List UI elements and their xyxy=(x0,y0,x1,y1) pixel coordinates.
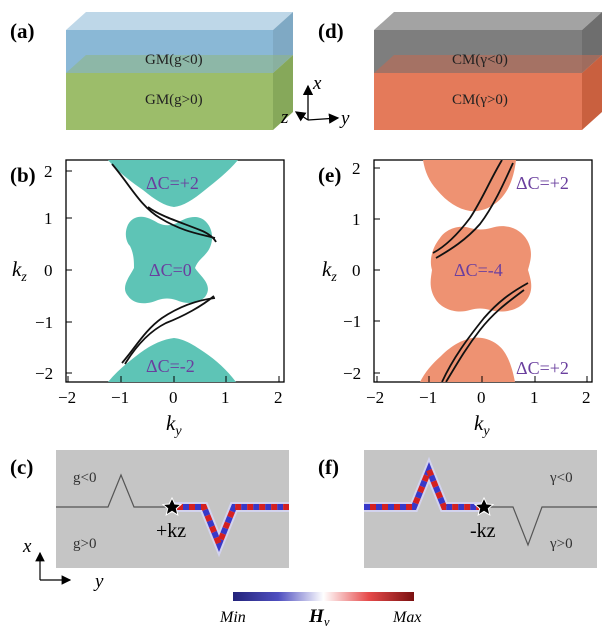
e-xtick-label: 2 xyxy=(582,388,591,407)
b-ytick-label: −1 xyxy=(35,313,53,332)
panel-a: (a) GM(g<0) GM(g>0) xyxy=(10,12,293,130)
field-f-lower-text: γ>0 xyxy=(549,536,573,552)
e-xtick-label: 1 xyxy=(530,388,539,407)
e-ytick-label: 2 xyxy=(352,159,361,178)
b-xtick-label: −1 xyxy=(111,388,129,407)
e-ytick-label: −1 xyxy=(343,312,361,331)
curve-b-4 xyxy=(124,295,215,365)
field-f-wave xyxy=(364,456,484,512)
b-xtick-label: 1 xyxy=(221,388,230,407)
curve-b-3 xyxy=(121,297,216,364)
curve-e-4 xyxy=(445,289,525,383)
field-c-interface xyxy=(56,473,171,508)
gm-bottom-text: GM(g>0) xyxy=(145,92,203,108)
region-e-middle-label: ΔC=-4 xyxy=(454,260,503,280)
panel-c-label: (c) xyxy=(10,455,33,479)
region-b-bottom xyxy=(108,338,236,382)
e-ytick-label: 1 xyxy=(352,210,361,229)
plot-b-ticks xyxy=(66,170,280,382)
e-ytick-label: 0 xyxy=(352,261,361,280)
region-b-top-label: ΔC=+2 xyxy=(146,173,199,193)
coordinate-axes: x y z xyxy=(280,73,350,129)
b-xlabel: ky xyxy=(166,411,182,439)
field-axes: x y xyxy=(22,536,104,592)
gm-box-top-face xyxy=(66,12,293,30)
star-icon xyxy=(473,496,495,517)
panel-f: (f) γ<0 γ>0 -kz xyxy=(318,450,597,568)
field-c-lower-text: g>0 xyxy=(73,536,96,552)
plot-e-ticks xyxy=(374,167,588,382)
coord-z-label: z xyxy=(280,107,289,128)
colorbar: Min Hy Max xyxy=(219,592,421,626)
field-x-label: x xyxy=(22,536,32,557)
panel-f-label: (f) xyxy=(318,455,339,479)
gm-top-text: GM(g<0) xyxy=(145,52,203,68)
colorbar-max-label: Max xyxy=(392,609,421,626)
cm-bottom-text: CM(γ>0) xyxy=(452,92,508,108)
region-e-top xyxy=(423,160,516,212)
panel-a-label: (a) xyxy=(10,19,35,43)
region-b-top xyxy=(108,160,238,207)
e-xtick-label: 0 xyxy=(477,388,486,407)
gm-interface xyxy=(66,55,293,73)
region-e-middle xyxy=(430,226,532,312)
region-b-middle xyxy=(124,216,213,304)
curve-e-2 xyxy=(435,162,514,259)
panel-d-label: (d) xyxy=(318,19,344,43)
b-ytick-label: −2 xyxy=(35,364,53,383)
colorbar-gradient xyxy=(233,592,414,601)
region-b-middle-label: ΔC=0 xyxy=(149,260,192,280)
cm-top-text: CM(γ<0) xyxy=(452,52,508,68)
curve-e-1 xyxy=(432,159,503,254)
region-e-top-label: ΔC=+2 xyxy=(516,173,569,193)
b-ylabel: kz xyxy=(12,257,27,285)
e-xlabel: ky xyxy=(474,411,490,439)
b-ytick-label: 0 xyxy=(44,261,53,280)
colorbar-min-label: Min xyxy=(219,609,246,626)
b-xtick-label: 2 xyxy=(274,388,283,407)
curve-b-2 xyxy=(147,206,217,243)
field-c-upper-text: g<0 xyxy=(73,470,96,486)
b-ytick-label: 2 xyxy=(44,162,53,181)
field-c-wave xyxy=(171,502,289,558)
field-f-interface xyxy=(484,506,597,547)
field-f-upper-text: γ<0 xyxy=(549,470,573,486)
cm-lower-layer xyxy=(374,73,582,130)
panel-b: (b) ΔC=+2 ΔC=0 ΔC=-2 2 1 0 xyxy=(10,159,285,439)
panel-e-label: (e) xyxy=(318,163,341,187)
b-xtick-label: −2 xyxy=(58,388,76,407)
colorbar-quantity-label: Hy xyxy=(308,606,330,626)
star-icon xyxy=(161,496,183,517)
panel-d: (d) CM(γ<0) CM(γ>0) xyxy=(318,12,602,130)
cm-box-top-face xyxy=(374,12,602,30)
e-ylabel: kz xyxy=(322,257,337,285)
panel-b-label: (b) xyxy=(10,163,36,187)
cm-interface xyxy=(374,55,602,73)
b-ytick-label: 1 xyxy=(44,209,53,228)
field-y-label: y xyxy=(93,571,104,592)
curve-e-3 xyxy=(441,282,529,383)
b-xtick-label: 0 xyxy=(169,388,178,407)
e-xtick-label: −1 xyxy=(419,388,437,407)
field-c-kz-text: +kz xyxy=(156,520,186,542)
panel-e: (e) ΔC=+2 ΔC=-4 ΔC=+2 2 1 0 −1 −2 −2 −1 xyxy=(318,159,593,439)
field-f-kz-text: -kz xyxy=(470,520,496,542)
region-e-bottom-label: ΔC=+2 xyxy=(516,358,569,378)
region-e-bottom xyxy=(420,337,515,382)
cm-box-side-lower xyxy=(582,55,602,130)
curve-b-1 xyxy=(111,163,216,239)
z-axis-arrow xyxy=(294,111,309,122)
e-xtick-label: −2 xyxy=(366,388,384,407)
y-axis-arrow xyxy=(307,113,340,124)
coord-y-label: y xyxy=(339,108,350,129)
region-b-bottom-label: ΔC=-2 xyxy=(146,356,195,376)
coord-x-label: x xyxy=(312,73,322,94)
panel-c: (c) g<0 g>0 +kz xyxy=(10,450,289,568)
gm-lower-layer xyxy=(66,73,273,130)
gm-box-side-lower xyxy=(273,55,293,130)
e-ytick-label: −2 xyxy=(343,364,361,383)
